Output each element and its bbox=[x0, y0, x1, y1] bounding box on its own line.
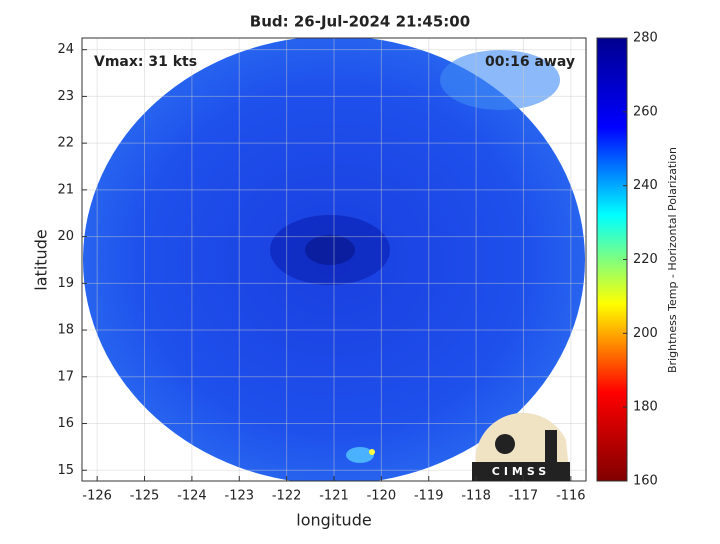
colorbar-tick-label: 180 bbox=[633, 400, 658, 415]
logo-band bbox=[472, 462, 570, 481]
satellite-image bbox=[83, 38, 585, 481]
colorbar-tick-label: 200 bbox=[633, 326, 658, 341]
x-tick-label: -122 bbox=[272, 489, 302, 504]
annotation: Vmax: 31 kts bbox=[94, 54, 197, 70]
convection-peak bbox=[369, 449, 375, 455]
x-tick-label: -120 bbox=[367, 489, 397, 504]
x-tick-label: -116 bbox=[556, 489, 586, 504]
y-tick-label: 18 bbox=[57, 323, 74, 338]
y-tick-label: 16 bbox=[57, 416, 74, 431]
x-tick-label: -119 bbox=[414, 489, 444, 504]
colorbar-tick-label: 160 bbox=[633, 474, 658, 489]
colorbar-tick-label: 280 bbox=[633, 31, 658, 46]
colorbar: 160 180 200 220 240 260 280 bbox=[596, 31, 658, 489]
x-axis-label: longitude bbox=[296, 511, 371, 530]
y-tick-label: 19 bbox=[57, 276, 74, 291]
convection bbox=[346, 447, 374, 463]
cyclone-eye bbox=[305, 235, 355, 265]
x-tick-label: -117 bbox=[509, 489, 539, 504]
y-tick-label: 21 bbox=[57, 182, 74, 197]
y-tick-label: 24 bbox=[57, 42, 74, 57]
x-tick-label: -126 bbox=[82, 489, 112, 504]
x-tick-label: -123 bbox=[225, 489, 255, 504]
logo-text: CIMSS bbox=[492, 465, 550, 478]
warm-region bbox=[440, 50, 560, 110]
chart-title: Bud: 26-Jul-2024 21:45:00 bbox=[250, 13, 470, 31]
colorbar-label: Brightness Temp - Horizontal Polarizatio… bbox=[666, 147, 679, 373]
logo-dish bbox=[495, 434, 515, 454]
colorbar-tick-label: 240 bbox=[633, 178, 658, 193]
logo-tower bbox=[545, 430, 557, 462]
x-tick-label: -124 bbox=[177, 489, 207, 504]
logo: CIMSS bbox=[472, 412, 570, 481]
x-tick-label: -118 bbox=[461, 489, 491, 504]
y-tick-label: 20 bbox=[57, 229, 74, 244]
y-tick-label: 22 bbox=[57, 136, 74, 151]
x-tick-label: -125 bbox=[130, 489, 160, 504]
colorbar-tick-label: 220 bbox=[633, 252, 658, 267]
grid bbox=[82, 38, 586, 481]
y-axis-label: latitude bbox=[32, 229, 51, 290]
colorbar-tick-label: 260 bbox=[633, 104, 658, 119]
y-tick-label: 15 bbox=[57, 463, 74, 478]
y-tick-label: 17 bbox=[57, 369, 74, 384]
annotation: 00:16 away bbox=[485, 54, 575, 70]
x-tick-label: -121 bbox=[319, 489, 349, 504]
y-tick-label: 23 bbox=[57, 89, 74, 104]
colorbar-scale bbox=[596, 37, 628, 482]
